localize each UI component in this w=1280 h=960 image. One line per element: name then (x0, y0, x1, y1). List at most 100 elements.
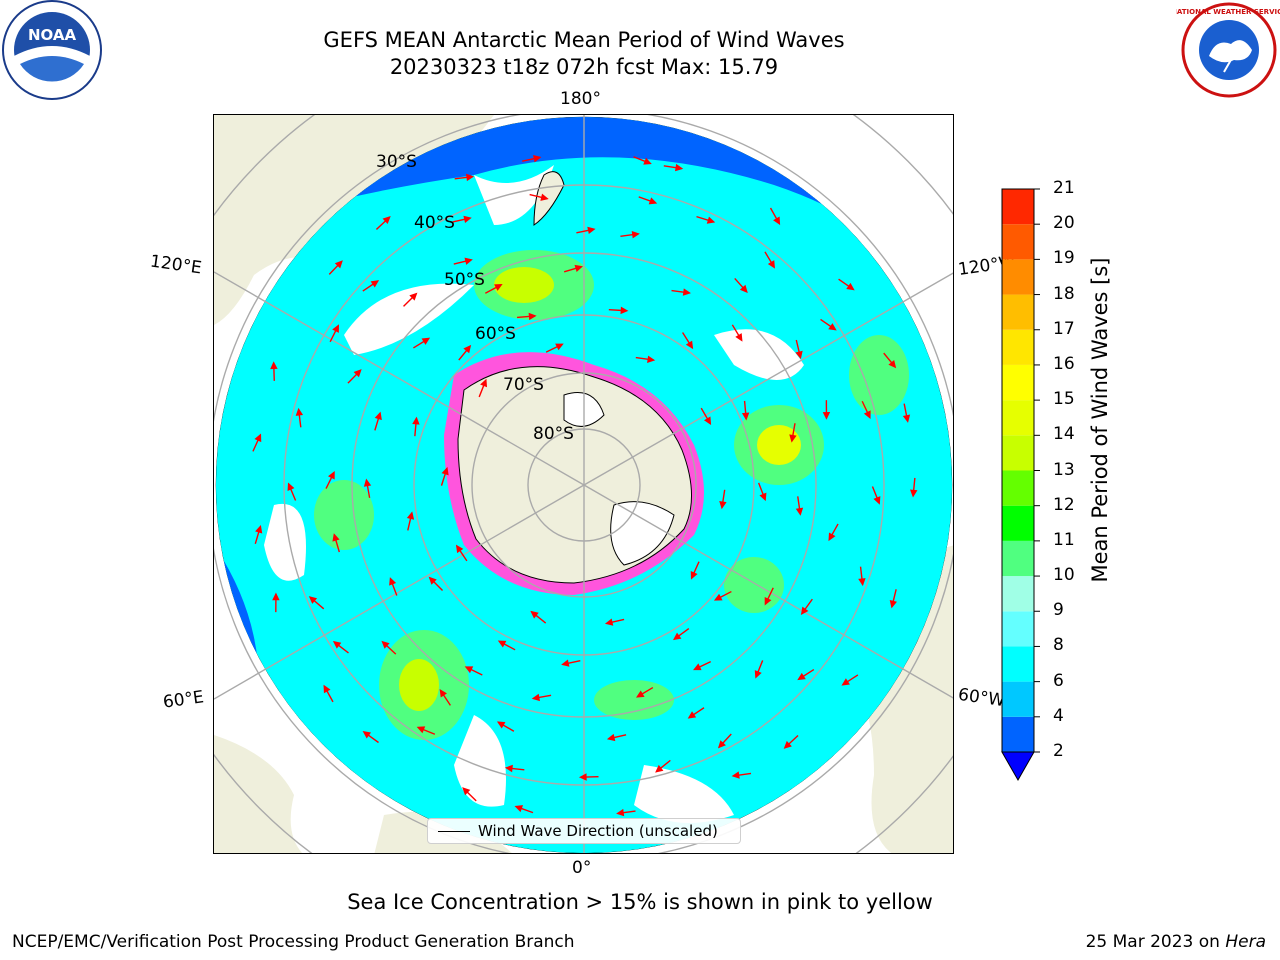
wave-direction-arrowhead (463, 344, 472, 354)
wave-direction-arrowhead (674, 163, 684, 172)
wave-direction-arrowhead (719, 501, 727, 510)
colorbar-tick-label: 17 (1053, 318, 1075, 339)
wave-direction-arrowhead (888, 359, 897, 369)
wave-direction-arrowhead (636, 690, 645, 698)
wave-direction-arrowhead (270, 361, 278, 370)
wave-direction-arrowhead (439, 689, 447, 698)
wave-direction-arrowhead (332, 640, 342, 649)
wave-direction-arrowhead (910, 489, 918, 498)
wave-direction-arrowhead (731, 771, 740, 779)
wave-direction-arrowhead (455, 544, 464, 554)
nws-logo: NATIONAL WEATHER SERVICE (1176, 2, 1280, 98)
wave-direction-arrowhead (795, 350, 803, 360)
wave-direction-arrowhead (389, 577, 397, 586)
wave-direction-arrowhead (773, 216, 781, 226)
footer-date-text: 25 Mar 2023 on (1085, 932, 1226, 952)
wave-direction-arrowhead (514, 805, 524, 813)
wave-direction-arrowhead (406, 511, 415, 520)
wave-direction-arrowhead (533, 155, 542, 163)
colorbar-tick-label: 19 (1053, 248, 1075, 269)
wave-direction-arrowhead (466, 173, 475, 182)
colorbar-tick-label: 21 (1053, 178, 1075, 198)
lat-label-60s: 60°S (475, 324, 516, 344)
wave-direction-arrowhead (767, 260, 776, 269)
wave-direction-arrowhead (496, 721, 506, 729)
wave-direction-arrowhead (255, 525, 263, 534)
wave-direction-arrowhead (841, 678, 850, 686)
wave-direction-arrowhead (902, 414, 911, 423)
colorbar-tick-label: 14 (1053, 424, 1075, 445)
wave-direction-arrowhead (421, 337, 431, 345)
wave-direction-arrowhead (494, 284, 503, 291)
colorbar-tick-label: 11 (1053, 529, 1075, 550)
footer-credit: NCEP/EMC/Verification Post Processing Pr… (12, 932, 575, 952)
wave-direction-arrowhead (789, 434, 797, 443)
colorbar-tick-label: 4 (1053, 705, 1064, 726)
map-frame (213, 114, 954, 854)
wave-direction-arrowhead (409, 292, 418, 301)
colorbar-bin (1002, 716, 1034, 752)
colorbar-bin (1002, 364, 1034, 401)
wave-direction-arrowhead (587, 226, 596, 235)
colorbar-bin (1002, 189, 1034, 225)
wave-direction-arrowhead (540, 193, 549, 201)
colorbar-tick-label: 10 (1053, 565, 1075, 586)
footer-machine: Hera (1225, 932, 1266, 952)
colorbar-tick-label: 6 (1053, 670, 1064, 691)
colorbar-bin (1002, 611, 1034, 647)
colorbar-tick-label: 20 (1053, 213, 1075, 234)
colorbar-bin (1002, 294, 1034, 330)
wave-direction-arrowhead (480, 378, 488, 388)
wave-direction-arrowhead (863, 410, 871, 419)
lon-label-180: 180° (560, 89, 601, 109)
wave-direction-arrowhead (754, 670, 762, 679)
wave-direction-arrowhead (795, 507, 804, 516)
wave-direction-arrowhead (620, 306, 629, 315)
wave-direction-arrowhead (531, 693, 540, 702)
colorbar-bin (1002, 505, 1034, 541)
lat-label-80s: 80°S (533, 424, 574, 444)
wave-direction-arrowhead (428, 576, 437, 585)
wave-direction-arrowhead (412, 416, 420, 425)
wave-direction-arrowhead (254, 433, 262, 443)
colorbar-bin (1002, 329, 1034, 365)
wave-direction-arrowhead (822, 412, 831, 420)
wave-direction-arrowhead (873, 496, 881, 505)
wave-direction-arrowhead (334, 260, 343, 269)
colorbar (1001, 188, 1040, 782)
wave-direction-arrowhead (741, 412, 750, 421)
wave-direction-arrowhead (363, 478, 372, 487)
wave-direction-arrowhead (374, 411, 382, 421)
colorbar-bin (1002, 400, 1034, 436)
sea-ice-caption: Sea Ice Concentration > 15% is shown in … (347, 890, 933, 914)
wave-direction-arrowhead (889, 599, 897, 609)
wave-direction-arrowhead (323, 684, 331, 694)
colorbar-label: Mean Period of Wind Waves [s] (1088, 257, 1112, 583)
wave-direction-arrowhead (672, 632, 682, 641)
wave-direction-arrowhead (690, 571, 698, 580)
colorbar-tick-label: 15 (1053, 389, 1075, 410)
wave-direction-arrowhead (616, 808, 625, 817)
wave-direction-arrowhead (504, 764, 513, 773)
colorbar-bin (1002, 435, 1034, 471)
colorbar-tick-label: 12 (1053, 494, 1075, 515)
wave-direction-arrowhead (631, 231, 640, 239)
wave-direction-arrowhead (308, 596, 318, 604)
wave-direction-arrowhead (643, 157, 652, 165)
wave-direction-arrowhead (462, 787, 471, 796)
wave-direction-arrowhead (858, 578, 866, 587)
lat-label-50s: 50°S (444, 270, 485, 290)
wave-direction-arrowhead (381, 640, 390, 649)
wave-direction-arrowhead (574, 264, 583, 273)
polar-map (214, 115, 953, 853)
wave-direction-arrowhead (561, 659, 570, 667)
colorbar-tick-label: 18 (1053, 283, 1075, 304)
wave-direction-arrowhead (332, 324, 339, 333)
wave-direction-arrowhead (648, 197, 658, 205)
lon-label-0: 0° (572, 858, 592, 878)
wave-direction-arrowhead (362, 731, 372, 739)
wave-direction-arrowhead (441, 466, 449, 476)
wave-direction-arrowhead (682, 288, 691, 296)
colorbar-tick-label: 16 (1053, 353, 1075, 374)
wave-direction-arrowhead (735, 333, 743, 342)
